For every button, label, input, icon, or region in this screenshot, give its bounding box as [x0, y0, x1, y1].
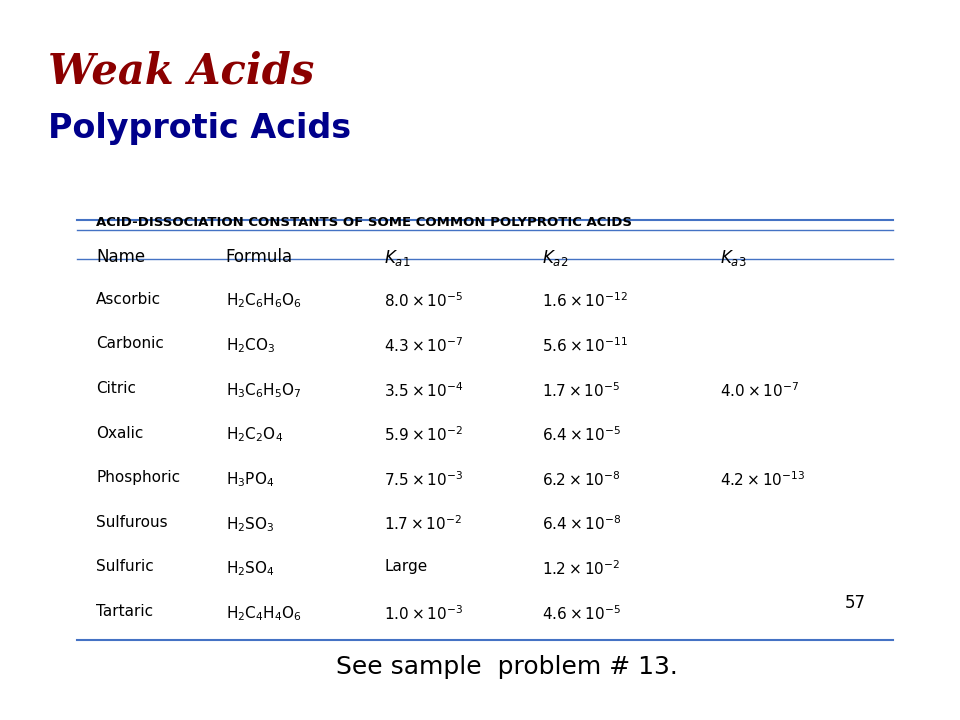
- Text: $3.5 \times 10^{-4}$: $3.5 \times 10^{-4}$: [384, 381, 464, 400]
- Text: H$_2$CO$_3$: H$_2$CO$_3$: [226, 336, 276, 355]
- Text: Ascorbic: Ascorbic: [96, 292, 161, 307]
- Text: Formula: Formula: [226, 248, 293, 266]
- Text: $K_{a1}$: $K_{a1}$: [384, 248, 411, 269]
- Text: $5.6 \times 10^{-11}$: $5.6 \times 10^{-11}$: [542, 336, 629, 355]
- Text: Tartaric: Tartaric: [96, 604, 154, 619]
- Text: $1.2 \times 10^{-2}$: $1.2 \times 10^{-2}$: [542, 559, 621, 578]
- Text: $5.9 \times 10^{-2}$: $5.9 \times 10^{-2}$: [384, 426, 463, 444]
- Text: Carbonic: Carbonic: [96, 336, 164, 351]
- Text: $1.0 \times 10^{-3}$: $1.0 \times 10^{-3}$: [384, 604, 464, 623]
- Text: Name: Name: [96, 248, 145, 266]
- Text: Large: Large: [384, 559, 427, 575]
- Text: H$_2$C$_4$H$_4$O$_6$: H$_2$C$_4$H$_4$O$_6$: [226, 604, 301, 623]
- Text: H$_2$C$_2$O$_4$: H$_2$C$_2$O$_4$: [226, 426, 283, 444]
- Text: Oxalic: Oxalic: [96, 426, 143, 441]
- Text: $4.3 \times 10^{-7}$: $4.3 \times 10^{-7}$: [384, 336, 464, 355]
- Text: 57: 57: [845, 594, 866, 612]
- Text: $K_{a3}$: $K_{a3}$: [720, 248, 747, 269]
- Text: $6.4 \times 10^{-5}$: $6.4 \times 10^{-5}$: [542, 426, 622, 444]
- Text: $4.0 \times 10^{-7}$: $4.0 \times 10^{-7}$: [720, 381, 800, 400]
- Text: $8.0 \times 10^{-5}$: $8.0 \times 10^{-5}$: [384, 292, 464, 310]
- Text: $7.5 \times 10^{-3}$: $7.5 \times 10^{-3}$: [384, 470, 464, 489]
- Text: H$_2$SO$_3$: H$_2$SO$_3$: [226, 515, 275, 534]
- Text: $1.7 \times 10^{-5}$: $1.7 \times 10^{-5}$: [542, 381, 620, 400]
- Text: Citric: Citric: [96, 381, 136, 396]
- Text: Weak Acids: Weak Acids: [48, 50, 314, 92]
- Text: $1.6 \times 10^{-12}$: $1.6 \times 10^{-12}$: [542, 292, 629, 310]
- Text: $6.4 \times 10^{-8}$: $6.4 \times 10^{-8}$: [542, 515, 622, 534]
- Text: Sulfuric: Sulfuric: [96, 559, 154, 575]
- Text: $6.2 \times 10^{-8}$: $6.2 \times 10^{-8}$: [542, 470, 621, 489]
- Text: H$_2$C$_6$H$_6$O$_6$: H$_2$C$_6$H$_6$O$_6$: [226, 292, 301, 310]
- Text: $K_{a2}$: $K_{a2}$: [542, 248, 568, 269]
- Text: H$_2$SO$_4$: H$_2$SO$_4$: [226, 559, 275, 578]
- Text: H$_3$C$_6$H$_5$O$_7$: H$_3$C$_6$H$_5$O$_7$: [226, 381, 301, 400]
- Text: Polyprotic Acids: Polyprotic Acids: [48, 112, 351, 145]
- Text: ACID-DISSOCIATION CONSTANTS OF SOME COMMON POLYPROTIC ACIDS: ACID-DISSOCIATION CONSTANTS OF SOME COMM…: [96, 216, 632, 229]
- Text: $1.7 \times 10^{-2}$: $1.7 \times 10^{-2}$: [384, 515, 462, 534]
- Text: H$_3$PO$_4$: H$_3$PO$_4$: [226, 470, 274, 489]
- Text: Phosphoric: Phosphoric: [96, 470, 180, 485]
- Text: $4.2 \times 10^{-13}$: $4.2 \times 10^{-13}$: [720, 470, 805, 489]
- Text: See sample  problem # 13.: See sample problem # 13.: [336, 655, 678, 679]
- Text: $4.6 \times 10^{-5}$: $4.6 \times 10^{-5}$: [542, 604, 622, 623]
- Text: Sulfurous: Sulfurous: [96, 515, 168, 530]
